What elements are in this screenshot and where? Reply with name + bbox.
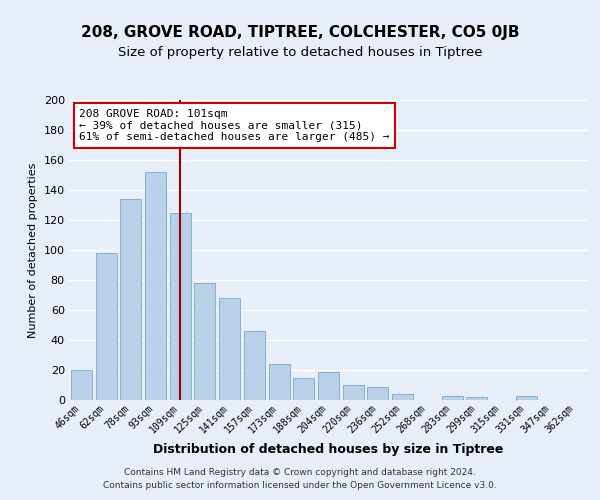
Bar — [71, 370, 92, 400]
X-axis label: Distribution of detached houses by size in Tiptree: Distribution of detached houses by size … — [154, 443, 503, 456]
Bar — [392, 394, 413, 400]
Text: Size of property relative to detached houses in Tiptree: Size of property relative to detached ho… — [118, 46, 482, 59]
Bar — [367, 386, 388, 400]
Bar — [170, 212, 191, 400]
Bar — [466, 397, 487, 400]
Bar — [194, 283, 215, 400]
Bar — [95, 253, 116, 400]
Bar — [343, 385, 364, 400]
Text: Contains HM Land Registry data © Crown copyright and database right 2024.: Contains HM Land Registry data © Crown c… — [124, 468, 476, 477]
Text: 208 GROVE ROAD: 101sqm
← 39% of detached houses are smaller (315)
61% of semi-de: 208 GROVE ROAD: 101sqm ← 39% of detached… — [79, 109, 390, 142]
Bar — [244, 331, 265, 400]
Bar — [269, 364, 290, 400]
Bar — [293, 378, 314, 400]
Text: Contains public sector information licensed under the Open Government Licence v3: Contains public sector information licen… — [103, 482, 497, 490]
Y-axis label: Number of detached properties: Number of detached properties — [28, 162, 38, 338]
Bar — [516, 396, 537, 400]
Bar — [145, 172, 166, 400]
Bar — [120, 199, 141, 400]
Bar — [318, 372, 339, 400]
Bar — [442, 396, 463, 400]
Text: 208, GROVE ROAD, TIPTREE, COLCHESTER, CO5 0JB: 208, GROVE ROAD, TIPTREE, COLCHESTER, CO… — [81, 25, 519, 40]
Bar — [219, 298, 240, 400]
